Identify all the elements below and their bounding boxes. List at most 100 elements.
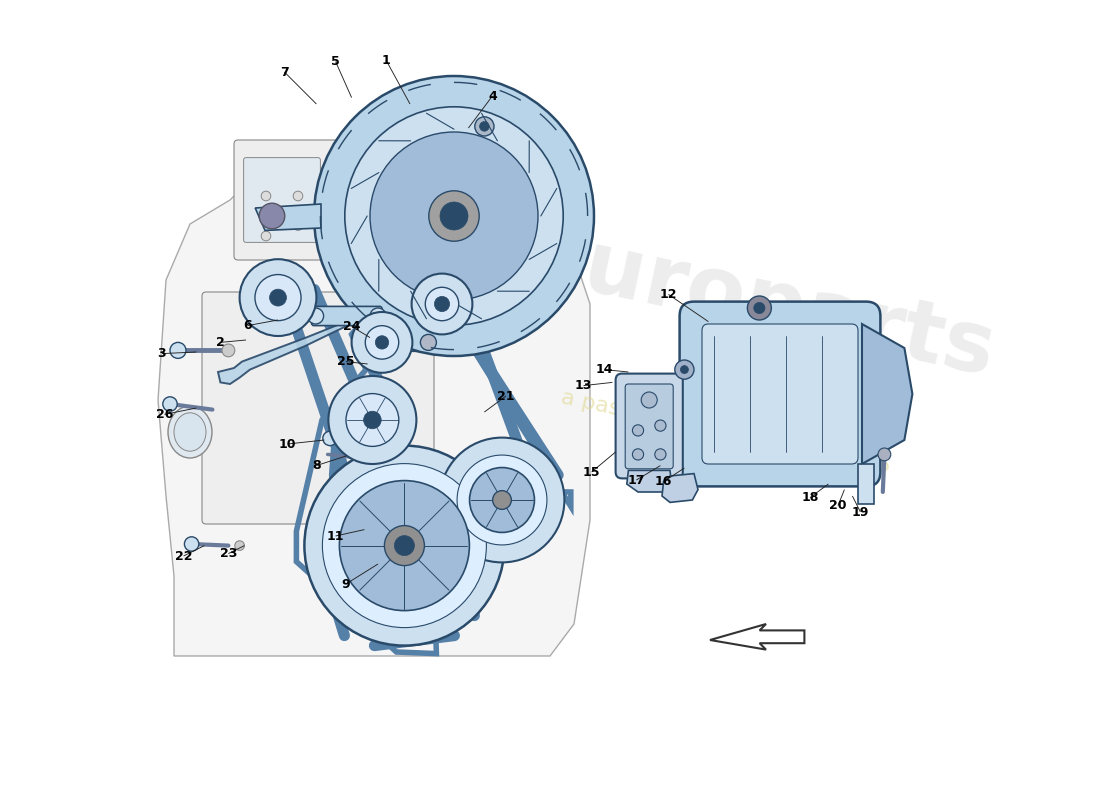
Circle shape — [632, 425, 644, 436]
Circle shape — [370, 132, 538, 300]
Polygon shape — [385, 333, 435, 352]
Circle shape — [270, 317, 283, 330]
Text: 6: 6 — [243, 319, 252, 332]
Circle shape — [294, 221, 302, 230]
FancyBboxPatch shape — [234, 140, 418, 260]
Polygon shape — [858, 464, 874, 504]
Circle shape — [434, 296, 450, 312]
Circle shape — [493, 490, 512, 510]
Circle shape — [480, 122, 490, 131]
Circle shape — [340, 481, 470, 610]
FancyBboxPatch shape — [202, 292, 434, 524]
Circle shape — [255, 274, 301, 321]
Text: 15: 15 — [583, 466, 601, 478]
Circle shape — [305, 446, 505, 646]
Text: 26: 26 — [156, 408, 173, 421]
Circle shape — [370, 308, 386, 324]
Circle shape — [440, 438, 564, 562]
Polygon shape — [218, 296, 396, 384]
Text: 24: 24 — [343, 320, 361, 333]
FancyBboxPatch shape — [702, 324, 858, 464]
Circle shape — [754, 302, 764, 314]
Circle shape — [681, 366, 689, 374]
Text: 7: 7 — [280, 66, 289, 78]
Text: 19: 19 — [851, 506, 869, 518]
Circle shape — [458, 455, 547, 545]
Text: 2: 2 — [216, 336, 224, 349]
Circle shape — [240, 259, 317, 336]
Polygon shape — [662, 474, 698, 502]
Circle shape — [222, 344, 234, 357]
FancyBboxPatch shape — [311, 306, 382, 326]
Circle shape — [375, 336, 388, 349]
Circle shape — [384, 526, 425, 566]
Polygon shape — [158, 144, 590, 656]
Circle shape — [308, 308, 323, 324]
Text: 20: 20 — [829, 499, 847, 512]
Circle shape — [270, 289, 286, 306]
Circle shape — [314, 76, 594, 356]
Text: 8: 8 — [312, 459, 321, 472]
Circle shape — [170, 342, 186, 358]
Text: 22: 22 — [175, 550, 192, 562]
FancyBboxPatch shape — [331, 158, 400, 242]
Text: 14: 14 — [596, 363, 613, 376]
Text: 12: 12 — [660, 288, 678, 301]
Circle shape — [260, 203, 285, 229]
Circle shape — [674, 360, 694, 379]
FancyBboxPatch shape — [243, 158, 320, 242]
Text: 1: 1 — [382, 54, 390, 66]
Circle shape — [475, 117, 494, 136]
Text: 16: 16 — [654, 475, 672, 488]
Circle shape — [654, 420, 666, 431]
Circle shape — [429, 190, 480, 242]
Circle shape — [322, 431, 338, 446]
Text: 13: 13 — [575, 379, 592, 392]
Circle shape — [322, 464, 486, 627]
Text: 3: 3 — [157, 347, 166, 360]
Text: 4: 4 — [488, 90, 497, 102]
Circle shape — [426, 287, 459, 321]
Text: 25: 25 — [338, 355, 354, 368]
Circle shape — [261, 231, 271, 241]
Circle shape — [364, 411, 382, 429]
Circle shape — [654, 449, 666, 460]
Circle shape — [185, 537, 199, 551]
Text: 21: 21 — [497, 390, 515, 402]
Circle shape — [641, 392, 657, 408]
Circle shape — [420, 334, 437, 350]
Text: europarts: europarts — [519, 214, 1003, 394]
Text: 18: 18 — [801, 491, 818, 504]
Circle shape — [365, 326, 398, 359]
Text: 10: 10 — [278, 438, 296, 450]
Circle shape — [346, 394, 399, 446]
Circle shape — [747, 296, 771, 320]
Text: 5: 5 — [331, 55, 340, 68]
Ellipse shape — [174, 413, 206, 451]
Text: 17: 17 — [628, 474, 645, 486]
FancyBboxPatch shape — [616, 374, 683, 478]
Circle shape — [352, 312, 412, 373]
Circle shape — [329, 376, 417, 464]
Text: 23: 23 — [220, 547, 238, 560]
Circle shape — [411, 274, 472, 334]
Text: 9: 9 — [342, 578, 350, 590]
FancyBboxPatch shape — [625, 384, 673, 469]
Polygon shape — [862, 324, 912, 464]
Circle shape — [440, 202, 467, 230]
Polygon shape — [627, 470, 672, 492]
Text: a passion for parts since 1985: a passion for parts since 1985 — [559, 387, 893, 477]
Circle shape — [470, 467, 535, 533]
Circle shape — [353, 191, 363, 201]
Circle shape — [395, 536, 415, 555]
Polygon shape — [255, 204, 321, 230]
Circle shape — [878, 448, 891, 461]
Circle shape — [632, 449, 644, 460]
Polygon shape — [710, 624, 804, 650]
Circle shape — [163, 397, 177, 411]
Ellipse shape — [168, 406, 212, 458]
Text: 11: 11 — [327, 530, 344, 542]
Circle shape — [234, 541, 244, 550]
Circle shape — [294, 191, 302, 201]
FancyBboxPatch shape — [680, 302, 880, 486]
